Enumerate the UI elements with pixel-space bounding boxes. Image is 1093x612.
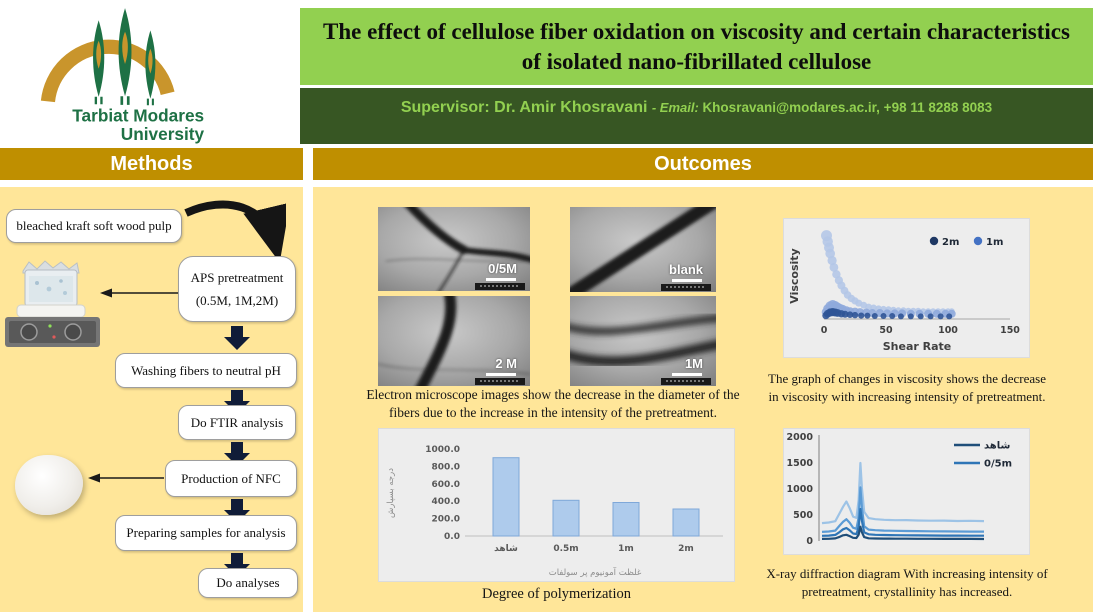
- left-arrow-to-nfc: [88, 473, 164, 483]
- microscope-caption: Electron microscope images show the decr…: [366, 387, 740, 421]
- svg-text:0/5m: 0/5m: [984, 459, 1012, 470]
- svg-text:1000.0: 1000.0: [425, 445, 460, 455]
- watermark-strip: [661, 378, 711, 385]
- svg-text:1000: 1000: [787, 484, 814, 495]
- scale-bar: [486, 278, 516, 281]
- svg-text:150: 150: [1000, 325, 1020, 336]
- poster-title-line2: of isolated nano-fibrillated cellulose: [521, 48, 872, 74]
- down-arrow-4: [224, 499, 250, 523]
- svg-text:600.0: 600.0: [432, 480, 460, 490]
- outcomes-section-header: Outcomes: [313, 148, 1093, 180]
- watermark-strip: [661, 284, 711, 291]
- svg-text:2m: 2m: [678, 544, 694, 554]
- scale-bar: [672, 279, 702, 282]
- down-arrow-1: [224, 326, 250, 350]
- svg-text:Viscosity: Viscosity: [788, 248, 801, 303]
- micrograph-blank: blank: [570, 207, 716, 292]
- poster-title-line1: The effect of cellulose fiber oxidation …: [323, 19, 1070, 45]
- micrograph-label: 2 M: [495, 356, 517, 371]
- svg-text:50: 50: [879, 325, 893, 336]
- methods-panel: bleached kraft soft wood pulp APS pretre…: [0, 187, 303, 612]
- supervisor-email-label: - Email:: [651, 100, 703, 115]
- micrograph-05M: 0/5M: [378, 207, 530, 291]
- outcomes-panel: 0/5M blank 2 M: [313, 187, 1093, 612]
- svg-text:0.5m: 0.5m: [553, 544, 578, 554]
- viscosity-chart: 0 50 100 150 Shear Rate Viscosity 2m 1m: [783, 218, 1030, 358]
- svg-text:0: 0: [806, 536, 813, 547]
- watermark-strip: [475, 283, 525, 290]
- stirrer-photo: [5, 260, 100, 347]
- supervisor-email: Khosravani@modares.ac.ir, +98 11 8288 80…: [702, 100, 993, 115]
- svg-text:1m: 1m: [986, 237, 1003, 248]
- nfc-gel-photo: [15, 455, 83, 515]
- svg-text:درجه بسپارش: درجه بسپارش: [386, 468, 396, 518]
- svg-text:400.0: 400.0: [432, 497, 460, 507]
- svg-text:0.0: 0.0: [444, 532, 460, 542]
- viscosity-caption: The graph of changes in viscosity shows …: [768, 371, 1046, 404]
- micrograph-2M: 2 M: [378, 296, 530, 386]
- svg-text:100: 100: [938, 325, 958, 336]
- svg-text:2m: 2m: [942, 237, 959, 248]
- flow-step-washing: Washing fibers to neutral pH: [115, 353, 297, 388]
- svg-text:شاهد: شاهد: [494, 544, 518, 554]
- down-arrow-2: [224, 390, 250, 414]
- supervisor-band: Supervisor: Dr. Amir Khosravani - Email:…: [300, 88, 1093, 144]
- svg-text:1m: 1m: [618, 544, 634, 554]
- flow-step-pulp: bleached kraft soft wood pulp: [6, 209, 182, 243]
- scale-bar: [672, 373, 702, 376]
- svg-text:Shear Rate: Shear Rate: [883, 340, 952, 353]
- flow-step-analyses: Do analyses: [198, 568, 298, 598]
- methods-section-header: Methods: [0, 148, 303, 180]
- svg-text:2000: 2000: [787, 432, 814, 443]
- svg-text:200.0: 200.0: [432, 515, 460, 525]
- left-arrow-to-stirrer: [100, 288, 178, 298]
- scale-bar: [486, 373, 516, 376]
- micrograph-label: blank: [669, 262, 703, 277]
- micrograph-1M: 1M: [570, 296, 716, 386]
- dp-caption: Degree of polymerization: [482, 586, 631, 602]
- svg-text:500: 500: [793, 510, 813, 521]
- down-arrow-3: [224, 442, 250, 466]
- flow-step-ftir: Do FTIR analysis: [178, 405, 296, 440]
- poster-title: The effect of cellulose fiber oxidation …: [300, 8, 1093, 85]
- supervisor-name: Supervisor: Dr. Amir Khosravani: [400, 99, 648, 116]
- logo-cypress-trees: [93, 8, 156, 106]
- micrograph-label: 1M: [684, 356, 703, 371]
- down-arrow-5: [224, 553, 250, 577]
- xrd-chart: 0 500 1000 1500 2000 شاهد 0/5m: [783, 428, 1030, 555]
- logo-arch: [40, 39, 175, 103]
- svg-text:0: 0: [821, 325, 828, 336]
- university-logo: Tarbiat Modares University: [18, 2, 228, 144]
- svg-text:شاهد: شاهد: [984, 441, 1010, 452]
- degree-of-polymerization-chart: 0.0 200.0 400.0 600.0 800.0 1000.0 شاهد 0.5m 1m 2…: [378, 428, 735, 582]
- xrd-caption: X-ray diffraction diagram With increasin…: [766, 566, 1048, 599]
- flow-step-nfc: Production of NFC: [165, 460, 297, 497]
- watermark-strip: [475, 378, 525, 385]
- svg-text:800.0: 800.0: [432, 462, 460, 472]
- flow-step-aps-line2: (0.5M, 1M,2M): [195, 293, 279, 308]
- logo-text-line2: University: [121, 124, 205, 144]
- micrograph-label: 0/5M: [488, 261, 517, 276]
- flow-step-aps: APS pretreatment (0.5M, 1M,2M): [178, 256, 296, 322]
- svg-text:1500: 1500: [787, 458, 814, 469]
- flow-step-aps-line1: APS pretreatment: [190, 269, 284, 285]
- logo-text-line1: Tarbiat Modares: [72, 106, 204, 126]
- svg-text:غلظت آمونیوم پر سولفات: غلظت آمونیوم پر سولفات: [549, 566, 642, 578]
- curved-arrow: [184, 200, 286, 263]
- university-logo-graphic: Tarbiat Modares University: [40, 8, 205, 144]
- flow-step-preparing: Preparing samples for analysis: [115, 515, 297, 551]
